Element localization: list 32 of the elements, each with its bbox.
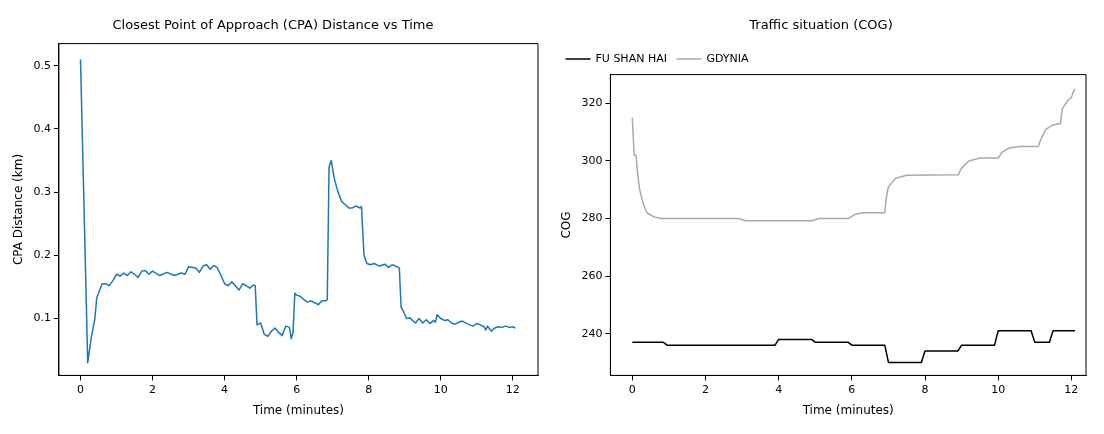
x-tick-label: 10 <box>433 382 448 396</box>
x-tick-label: 6 <box>848 382 856 396</box>
x-axis-title: Time (minutes) <box>801 402 894 417</box>
y-tick-label: 240 <box>581 326 603 340</box>
chart-title: Closest Point of Approach (CPA) Distance vs Time <box>112 17 434 33</box>
legend-label: GDYNIA <box>706 51 749 65</box>
x-tick-label: 4 <box>221 382 229 396</box>
y-axis-title: CPA Distance (km) <box>11 153 26 266</box>
x-tick-label: 8 <box>365 382 373 396</box>
x-tick-label: 6 <box>293 382 301 396</box>
x-tick-label: 8 <box>921 382 929 396</box>
y-axis-title: COG <box>559 211 574 239</box>
y-tick-label: 320 <box>581 96 603 110</box>
x-tick-label: 4 <box>775 382 783 396</box>
x-tick-label: 2 <box>702 382 710 396</box>
x-tick-label: 0 <box>77 382 85 396</box>
y-tick-label: 0.4 <box>33 121 51 135</box>
y-tick-label: 0.5 <box>33 58 51 72</box>
y-tick-label: 260 <box>581 268 603 282</box>
y-tick-label: 280 <box>581 211 603 225</box>
x-axis-title: Time (minutes) <box>251 402 345 417</box>
x-tick-label: 2 <box>149 382 157 396</box>
x-tick-label: 12 <box>1064 382 1079 396</box>
y-tick-label: 0.3 <box>33 184 51 198</box>
legend-label: FU SHAN HAI <box>595 51 667 65</box>
y-tick-label: 300 <box>581 153 603 167</box>
chart-title: Traffic situation (COG) <box>748 17 893 33</box>
x-tick-label: 12 <box>505 382 520 396</box>
x-tick-label: 10 <box>991 382 1006 396</box>
x-tick-label: 0 <box>628 382 636 396</box>
y-tick-label: 0.2 <box>33 248 51 262</box>
y-tick-label: 0.1 <box>33 311 51 325</box>
